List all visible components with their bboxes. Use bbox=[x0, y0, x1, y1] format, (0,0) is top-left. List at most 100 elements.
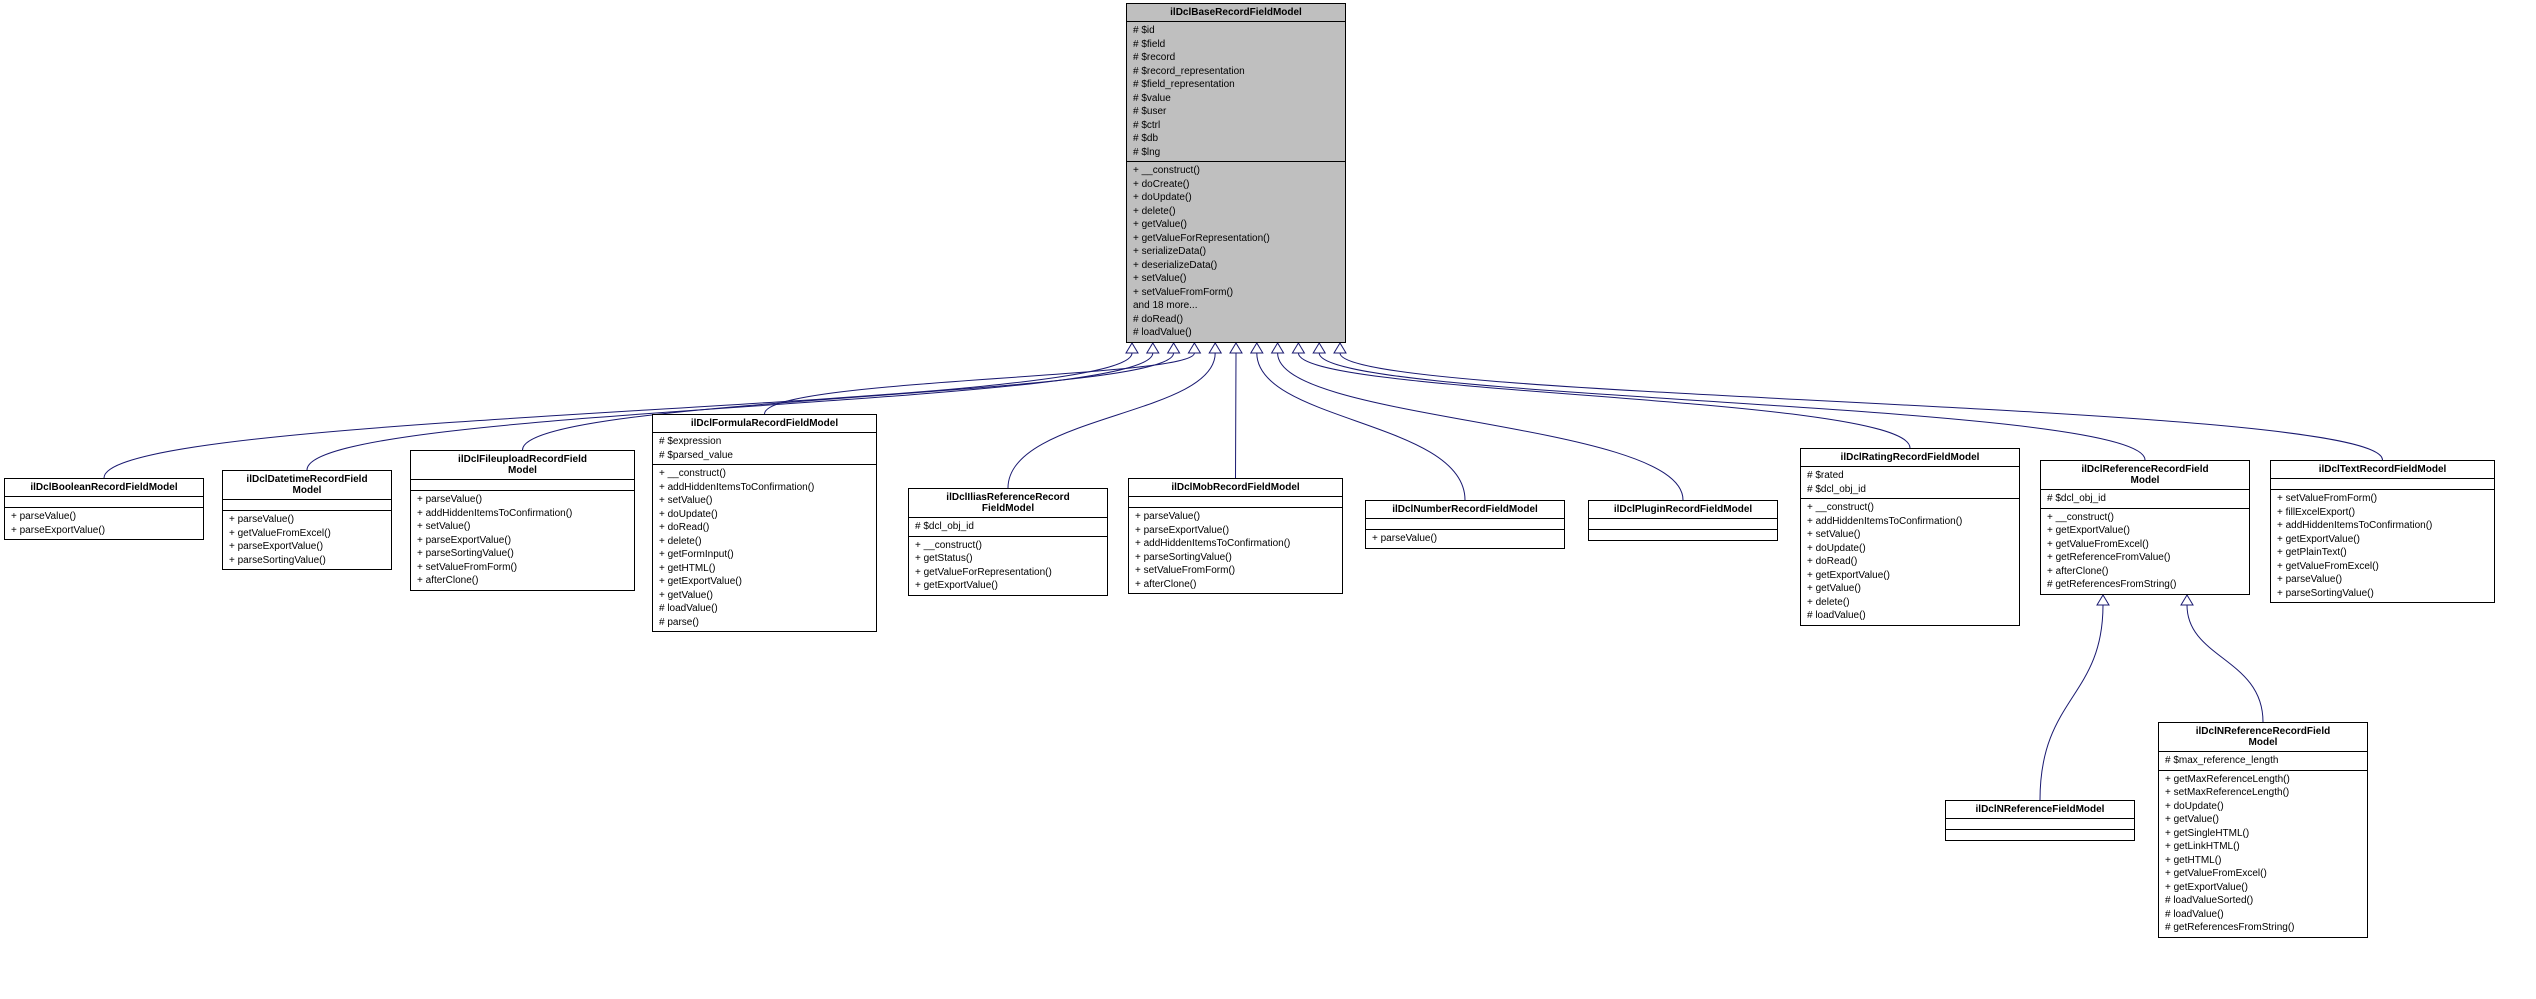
member-line: + doRead() bbox=[1807, 555, 2013, 569]
member-line: # $lng bbox=[1133, 146, 1339, 160]
member-line: + parseExportValue() bbox=[229, 540, 385, 554]
class-number[interactable]: ilDclNumberRecordFieldModel + parseValue… bbox=[1365, 500, 1565, 549]
member-line: + getExportValue() bbox=[1807, 569, 2013, 583]
member-line: # $max_reference_length bbox=[2165, 754, 2361, 768]
attrs-section: # $dcl_obj_id bbox=[909, 518, 1107, 537]
member-line: + addHiddenItemsToConfirmation() bbox=[659, 481, 870, 495]
member-line: + __construct() bbox=[1807, 501, 2013, 515]
member-line: + addHiddenItemsToConfirmation() bbox=[417, 507, 628, 521]
member-line: # $dcl_obj_id bbox=[2047, 492, 2243, 506]
member-line: + setValueFromForm() bbox=[1135, 564, 1336, 578]
member-line: # loadValue() bbox=[1133, 326, 1339, 340]
class-nreffield[interactable]: ilDclNReferenceFieldModel bbox=[1945, 800, 2135, 841]
member-line: + setValue() bbox=[659, 494, 870, 508]
ops-section: + getMaxReferenceLength()+ setMaxReferen… bbox=[2159, 771, 2367, 937]
member-line: + doUpdate() bbox=[1133, 191, 1339, 205]
member-line: + doUpdate() bbox=[2165, 800, 2361, 814]
member-line: # doRead() bbox=[1133, 313, 1339, 327]
member-line: + getExportValue() bbox=[2165, 881, 2361, 895]
member-line: + parseValue() bbox=[417, 493, 628, 507]
member-line: # $record_representation bbox=[1133, 65, 1339, 79]
member-line: + doUpdate() bbox=[1807, 542, 2013, 556]
member-line: + delete() bbox=[1807, 596, 2013, 610]
class-title: ilDclTextRecordFieldModel bbox=[2271, 461, 2494, 479]
class-iliasref[interactable]: ilDclIliasReferenceRecord FieldModel # $… bbox=[908, 488, 1108, 596]
class-title: ilDclNReferenceRecordField Model bbox=[2159, 723, 2367, 752]
member-line: + setValueFromForm() bbox=[2277, 492, 2488, 506]
member-line: + afterClone() bbox=[1135, 578, 1336, 592]
member-line: + getPlainText() bbox=[2277, 546, 2488, 560]
member-line: + getStatus() bbox=[915, 552, 1101, 566]
class-title: ilDclIliasReferenceRecord FieldModel bbox=[909, 489, 1107, 518]
member-line: + getValue() bbox=[1133, 218, 1339, 232]
member-line: + getValueForRepresentation() bbox=[915, 566, 1101, 580]
attrs-section bbox=[1946, 819, 2134, 830]
member-line: + __construct() bbox=[1133, 164, 1339, 178]
class-boolean[interactable]: ilDclBooleanRecordFieldModel + parseValu… bbox=[4, 478, 204, 540]
member-line: + getValue() bbox=[1807, 582, 2013, 596]
member-line: + setValue() bbox=[1133, 272, 1339, 286]
class-title: ilDclReferenceRecordField Model bbox=[2041, 461, 2249, 490]
member-line: # $value bbox=[1133, 92, 1339, 106]
member-line: + delete() bbox=[659, 535, 870, 549]
ops-section: + setValueFromForm()+ fillExcelExport()+… bbox=[2271, 490, 2494, 602]
member-line: # loadValue() bbox=[1807, 609, 2013, 623]
member-line: + getValue() bbox=[2165, 813, 2361, 827]
class-rating[interactable]: ilDclRatingRecordFieldModel # $rated# $d… bbox=[1800, 448, 2020, 626]
member-line: + parseExportValue() bbox=[417, 534, 628, 548]
member-line: + parseExportValue() bbox=[11, 524, 197, 538]
member-line: # $field_representation bbox=[1133, 78, 1339, 92]
attrs-section: # $expression# $parsed_value bbox=[653, 433, 876, 465]
class-mob[interactable]: ilDclMobRecordFieldModel + parseValue()+… bbox=[1128, 478, 1343, 594]
class-plugin[interactable]: ilDclPluginRecordFieldModel bbox=[1588, 500, 1778, 541]
member-line: + parseValue() bbox=[1135, 510, 1336, 524]
member-line: # $ctrl bbox=[1133, 119, 1339, 133]
member-line: and 18 more... bbox=[1133, 299, 1339, 313]
attrs-section bbox=[411, 480, 634, 491]
member-line: + getFormInput() bbox=[659, 548, 870, 562]
member-line: + parseSortingValue() bbox=[417, 547, 628, 561]
member-line: + setValue() bbox=[1807, 528, 2013, 542]
member-line: + doCreate() bbox=[1133, 178, 1339, 192]
member-line: + getMaxReferenceLength() bbox=[2165, 773, 2361, 787]
diagram-canvas: ilDclBaseRecordFieldModel # $id# $field#… bbox=[0, 0, 2536, 999]
class-text[interactable]: ilDclTextRecordFieldModel + setValueFrom… bbox=[2270, 460, 2495, 603]
class-reference[interactable]: ilDclReferenceRecordField Model # $dcl_o… bbox=[2040, 460, 2250, 595]
member-line: + getHTML() bbox=[659, 562, 870, 576]
class-fileupload[interactable]: ilDclFileuploadRecordField Model + parse… bbox=[410, 450, 635, 591]
member-line: # $rated bbox=[1807, 469, 2013, 483]
member-line: # $record bbox=[1133, 51, 1339, 65]
member-line: # getReferencesFromString() bbox=[2047, 578, 2243, 592]
ops-section: + __construct()+ addHiddenItemsToConfirm… bbox=[1801, 499, 2019, 625]
member-line: + getExportValue() bbox=[659, 575, 870, 589]
member-line: + getValueFromExcel() bbox=[229, 527, 385, 541]
ops-section: + __construct()+ getStatus()+ getValueFo… bbox=[909, 537, 1107, 595]
class-formula[interactable]: ilDclFormulaRecordFieldModel # $expressi… bbox=[652, 414, 877, 632]
class-base[interactable]: ilDclBaseRecordFieldModel # $id# $field#… bbox=[1126, 3, 1346, 343]
member-line: + afterClone() bbox=[2047, 565, 2243, 579]
attrs-section: # $id# $field# $record# $record_represen… bbox=[1127, 22, 1345, 162]
ops-section: + __construct()+ getExportValue()+ getVa… bbox=[2041, 509, 2249, 594]
member-line: # $parsed_value bbox=[659, 449, 870, 463]
class-title: ilDclNReferenceFieldModel bbox=[1946, 801, 2134, 819]
attrs-section bbox=[2271, 479, 2494, 490]
member-line: # loadValue() bbox=[659, 602, 870, 616]
attrs-section bbox=[1366, 519, 1564, 530]
attrs-section bbox=[1589, 519, 1777, 530]
member-line: + parseValue() bbox=[229, 513, 385, 527]
class-datetime[interactable]: ilDclDatetimeRecordField Model + parseVa… bbox=[222, 470, 392, 570]
ops-section: + parseValue() bbox=[1366, 530, 1564, 548]
member-line: + addHiddenItemsToConfirmation() bbox=[2277, 519, 2488, 533]
ops-section: + __construct()+ addHiddenItemsToConfirm… bbox=[653, 465, 876, 631]
member-line: + getExportValue() bbox=[2277, 533, 2488, 547]
member-line: # parse() bbox=[659, 616, 870, 630]
ops-section: + parseValue()+ addHiddenItemsToConfirma… bbox=[411, 491, 634, 590]
member-line: # $db bbox=[1133, 132, 1339, 146]
member-line: # $dcl_obj_id bbox=[915, 520, 1101, 534]
class-nrefrecord[interactable]: ilDclNReferenceRecordField Model # $max_… bbox=[2158, 722, 2368, 938]
class-title: ilDclRatingRecordFieldModel bbox=[1801, 449, 2019, 467]
attrs-section bbox=[1129, 497, 1342, 508]
class-title: ilDclNumberRecordFieldModel bbox=[1366, 501, 1564, 519]
member-line: + getLinkHTML() bbox=[2165, 840, 2361, 854]
ops-section: + parseValue()+ parseExportValue()+ addH… bbox=[1129, 508, 1342, 593]
